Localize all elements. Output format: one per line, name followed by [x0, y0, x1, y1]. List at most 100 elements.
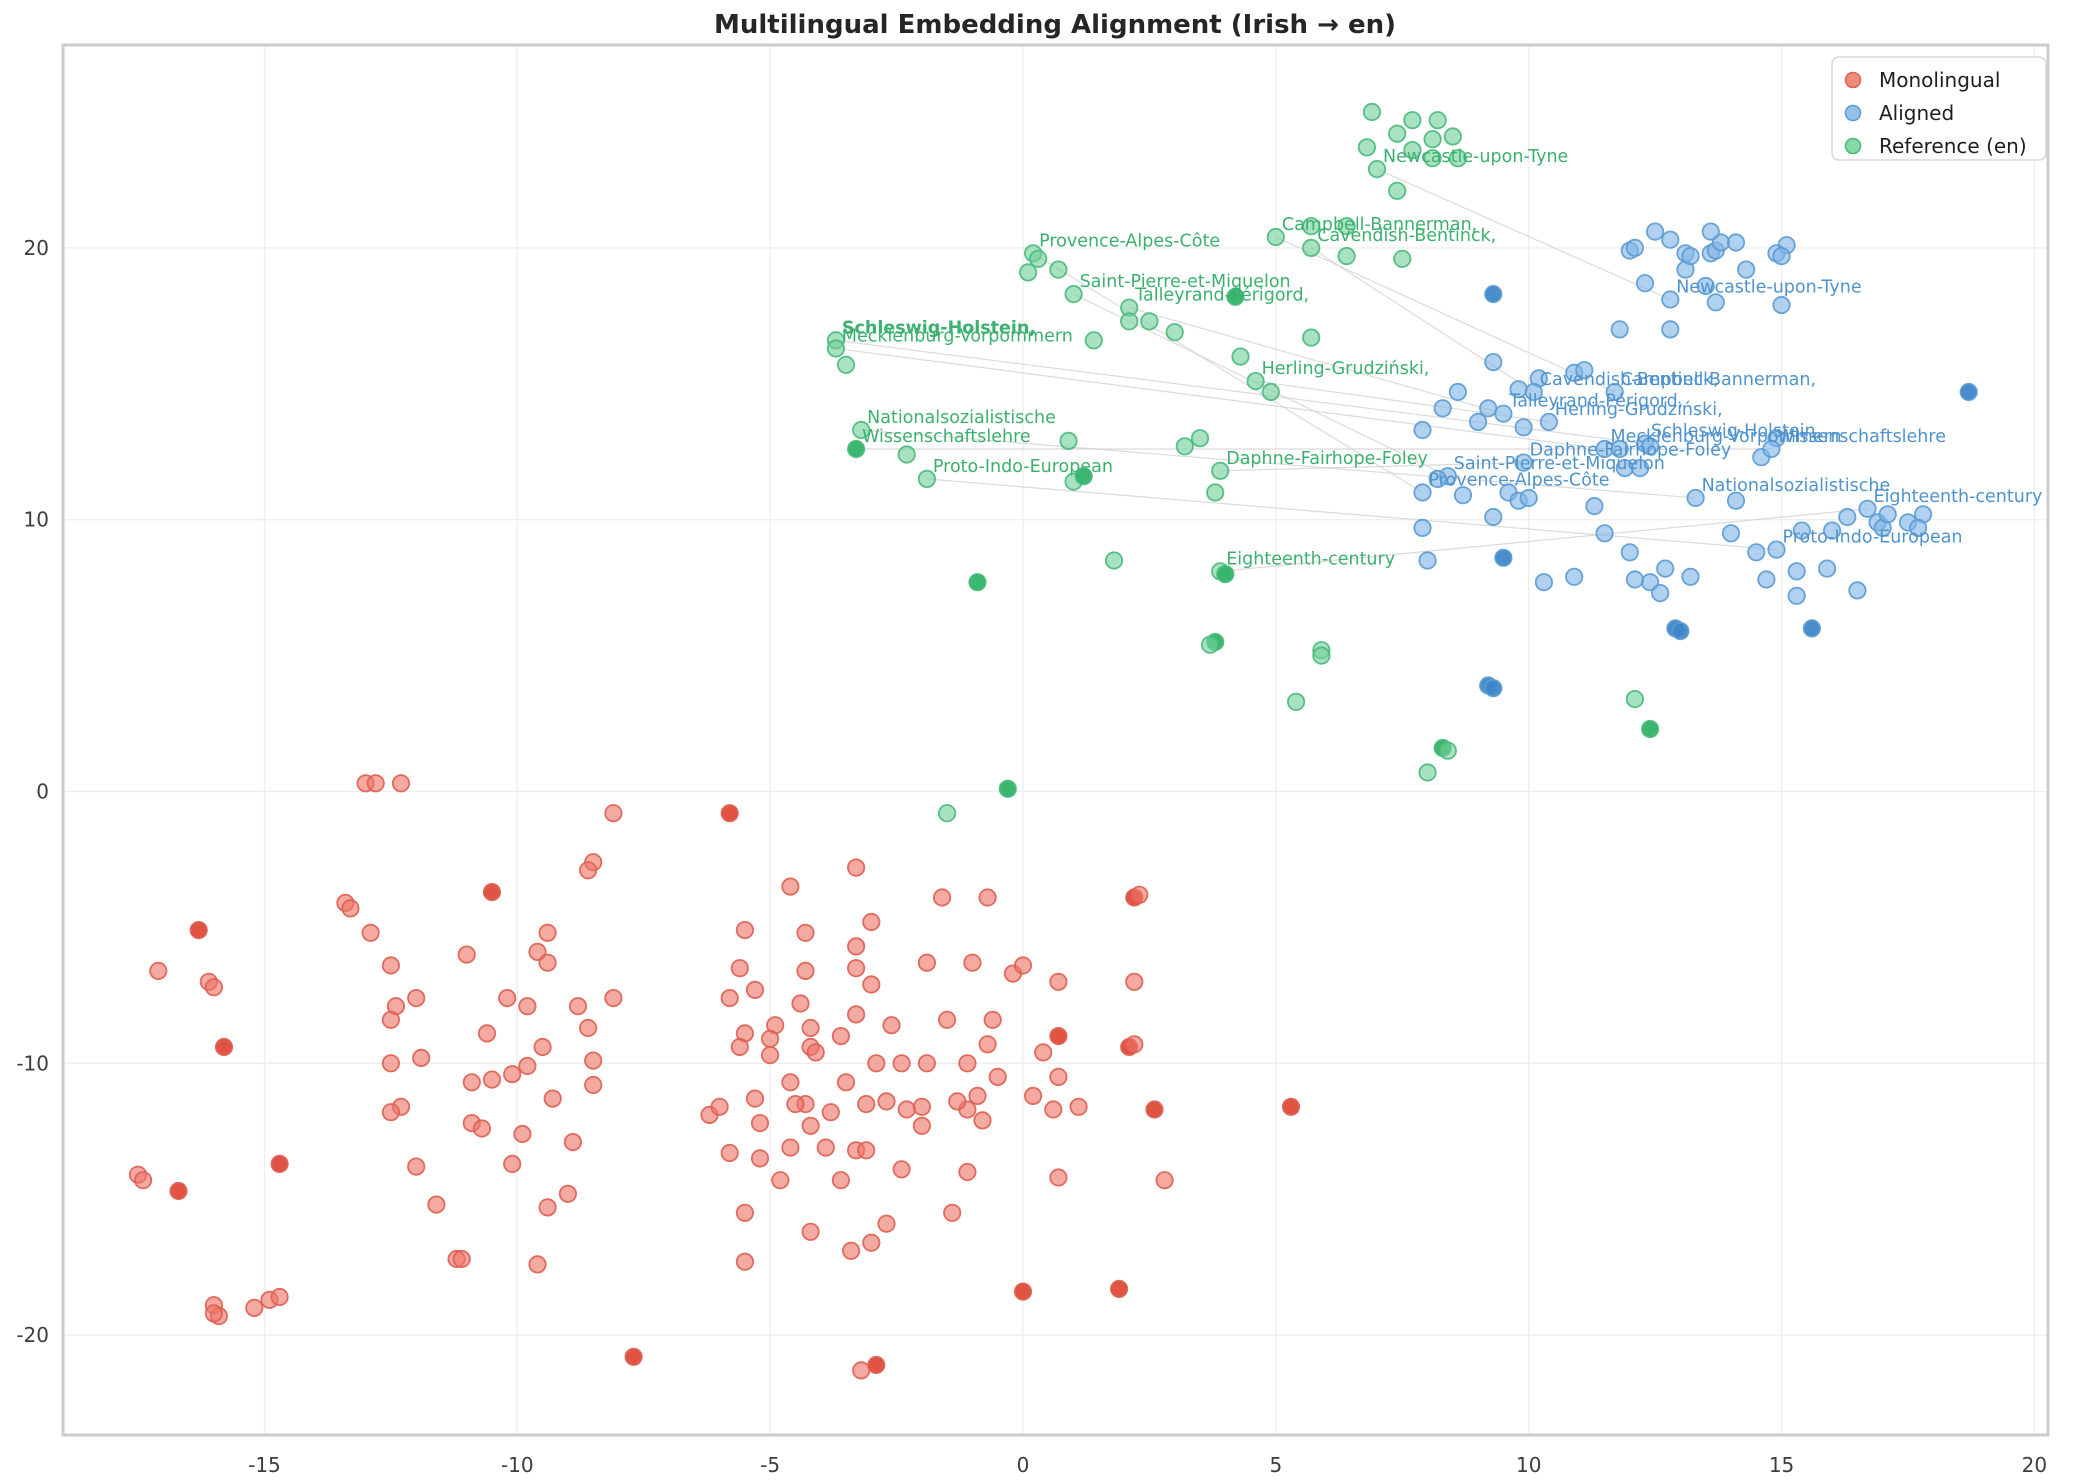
- data-point-aligned: [1767, 540, 1786, 559]
- data-point-monolingual: [1013, 1282, 1033, 1301]
- data-point-reference: [1175, 437, 1194, 456]
- data-point-monolingual: [477, 1024, 497, 1043]
- legend-label: Monolingual: [1879, 68, 2000, 92]
- data-point-aligned: [1625, 570, 1645, 589]
- data-point-monolingual: [801, 1018, 820, 1038]
- data-point-aligned: [1823, 521, 1842, 540]
- data-point-monolingual: [720, 1143, 739, 1163]
- data-point-reference: [1403, 141, 1422, 160]
- data-point-reference: [998, 779, 1017, 798]
- data-point-monolingual: [730, 1037, 749, 1057]
- data-point-aligned: [1661, 230, 1680, 249]
- data-point-reference: [1206, 483, 1225, 502]
- data-point-reference: [1443, 127, 1462, 146]
- data-point-monolingual: [1069, 1097, 1088, 1116]
- data-point-aligned: [1757, 570, 1776, 589]
- point-label-reference: Newcastle-upon-Tyne: [1383, 147, 1568, 167]
- data-point-monolingual: [867, 1355, 886, 1375]
- data-point-reference: [1064, 284, 1083, 304]
- data-point-monolingual: [341, 899, 360, 918]
- point-label-aligned: Provence-Alpes-Côte: [1429, 471, 1610, 491]
- data-point-aligned: [1838, 507, 1857, 527]
- data-point-aligned: [1453, 486, 1473, 505]
- data-point-monolingual: [806, 1043, 825, 1062]
- legend-marker-reference: [1844, 137, 1862, 155]
- y-tick-label: -20: [16, 1323, 49, 1347]
- data-point-aligned: [1706, 293, 1725, 312]
- y-tick-label: 20: [24, 236, 49, 260]
- data-point-monolingual: [452, 1249, 471, 1269]
- data-point-aligned: [1635, 274, 1655, 293]
- data-point-monolingual: [558, 1184, 578, 1203]
- data-point-aligned: [1494, 404, 1513, 423]
- data-point-monolingual: [482, 1070, 502, 1089]
- data-point-reference: [1266, 227, 1285, 247]
- data-point-monolingual: [760, 1046, 780, 1065]
- data-point-monolingual: [781, 877, 800, 896]
- data-point-monolingual: [750, 1149, 770, 1168]
- point-label-aligned: Mecklenburg-Vorpommern: [1611, 427, 1842, 447]
- data-point-aligned: [1737, 260, 1756, 279]
- data-point-monolingual: [948, 1092, 967, 1111]
- alignment-line: [1032, 252, 1423, 494]
- x-tick-label: 0: [1017, 1453, 1030, 1477]
- data-point-monolingual: [578, 1018, 598, 1038]
- data-point-reference: [1302, 328, 1321, 347]
- data-point-aligned: [1671, 621, 1690, 641]
- data-point-aligned: [1484, 507, 1503, 527]
- point-label-aligned: Schleswig-Holstein,: [1651, 422, 1821, 442]
- data-point-monolingual: [836, 1073, 856, 1092]
- point-label-reference: Provence-Alpes-Côte: [1039, 231, 1220, 251]
- data-point-reference: [1388, 124, 1407, 143]
- data-point-monolingual: [381, 1054, 400, 1073]
- data-point-reference: [897, 445, 916, 464]
- x-tick-label: -5: [760, 1453, 780, 1477]
- data-point-monolingual: [720, 804, 739, 823]
- data-point-aligned: [1959, 382, 1978, 402]
- alignment-line: [1220, 508, 1868, 572]
- data-point-monolingual: [568, 997, 588, 1016]
- data-point-monolingual: [841, 1241, 861, 1260]
- data-point-reference: [1018, 263, 1038, 282]
- data-point-monolingual: [968, 1086, 987, 1106]
- data-point-monolingual: [1049, 972, 1068, 991]
- data-point-monolingual: [604, 804, 623, 823]
- data-point-monolingual: [801, 1222, 820, 1241]
- data-point-aligned: [1610, 320, 1629, 339]
- data-point-aligned: [1696, 276, 1715, 296]
- data-point-monolingual: [831, 1171, 851, 1190]
- point-label-aligned: Herling-Grudziński,: [1555, 400, 1723, 420]
- data-point-reference: [1337, 247, 1356, 266]
- alignment-line: [1129, 307, 1504, 415]
- data-point-reference: [1231, 347, 1250, 366]
- data-point-reference: [1059, 431, 1078, 450]
- data-point-aligned: [1413, 483, 1432, 502]
- data-point-monolingual: [518, 997, 537, 1016]
- x-tick-label: 20: [2022, 1453, 2047, 1477]
- data-point-monolingual: [584, 1075, 603, 1095]
- x-tick-label: -15: [248, 1453, 281, 1477]
- data-point-reference: [1362, 102, 1382, 122]
- alignment-line: [1220, 462, 1524, 472]
- data-point-monolingual: [912, 1097, 932, 1116]
- data-point-aligned: [1494, 548, 1513, 567]
- data-point-aligned: [1818, 559, 1837, 578]
- data-point-monolingual: [1125, 972, 1144, 991]
- data-point-monolingual: [412, 1048, 431, 1068]
- data-point-monolingual: [1145, 1100, 1164, 1119]
- y-tick-label: 10: [24, 508, 49, 532]
- data-point-monolingual: [245, 1298, 264, 1318]
- data-point-reference: [968, 573, 987, 592]
- data-point-aligned: [1762, 439, 1781, 459]
- data-point-aligned: [1428, 469, 1447, 488]
- data-point-monolingual: [917, 1054, 937, 1073]
- data-point-reference: [1029, 249, 1048, 268]
- point-label-reference: Mecklenburg-Vorpommern: [842, 326, 1073, 346]
- data-point-monolingual: [1130, 885, 1149, 904]
- data-point-reference: [1216, 564, 1235, 584]
- data-point-monolingual: [189, 920, 208, 940]
- data-point-monolingual: [877, 1092, 896, 1111]
- data-point-reference: [1367, 160, 1387, 179]
- data-point-monolingual: [745, 980, 765, 1000]
- point-label-reference: Herling-Grudziński,: [1262, 359, 1430, 379]
